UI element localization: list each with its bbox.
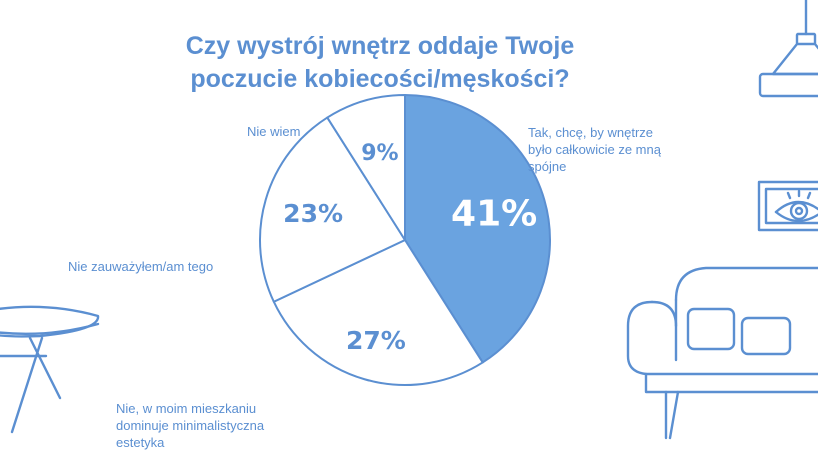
pie-slice-dont-know bbox=[326, 94, 406, 241]
category-label-dont-know: Nie wiem bbox=[247, 123, 300, 140]
pie-value-not-noticed: 23% bbox=[283, 199, 343, 228]
pie-value-yes: 41% bbox=[451, 194, 537, 235]
category-label-minimalist: Nie, w moim mieszkaniu dominuje minimali… bbox=[116, 400, 264, 451]
category-label-dont-know-line-1: Nie wiem bbox=[247, 124, 301, 139]
pie-slice-minimalist bbox=[272, 239, 484, 386]
pie-value-minimalist: 27% bbox=[346, 326, 406, 355]
pie-value-dont-know: 9% bbox=[361, 141, 398, 166]
category-label-yes-line-2: było całkowicie ze mną bbox=[528, 142, 661, 157]
table-icon bbox=[0, 305, 100, 434]
pie-slice-labels: 41% 27% 23% 9% bbox=[283, 141, 537, 355]
pie-slices bbox=[259, 94, 551, 386]
category-label-minimalist-line-2: dominuje minimalistyczna bbox=[116, 418, 265, 433]
category-label-minimalist-line-3: estetyka bbox=[116, 435, 165, 450]
chart-title-line-2: poczucie kobiecości/męskości? bbox=[190, 65, 570, 93]
category-label-yes-line-1: Tak, chcę, by wnętrze bbox=[528, 125, 653, 140]
category-label-minimalist-line-1: Nie, w moim mieszkaniu bbox=[116, 401, 257, 416]
category-label-not-noticed-line-1: Nie zauważyłem/am tego bbox=[68, 259, 214, 274]
picture-frame-eye-icon bbox=[757, 180, 818, 232]
category-label-yes-line-3: spójne bbox=[528, 159, 567, 174]
chart-title-line-1: Czy wystrój wnętrz oddaje Twoje bbox=[185, 32, 575, 60]
category-label-yes: Tak, chcę, by wnętrze było całkowicie ze… bbox=[528, 124, 661, 175]
lamp-icon bbox=[758, 0, 818, 98]
sofa-icon bbox=[626, 266, 818, 440]
pie-slice-not-noticed bbox=[259, 116, 406, 303]
chart-title: Czy wystrój wnętrz oddaje Twoje poczucie… bbox=[150, 30, 610, 96]
category-label-not-noticed: Nie zauważyłem/am tego bbox=[68, 258, 213, 275]
